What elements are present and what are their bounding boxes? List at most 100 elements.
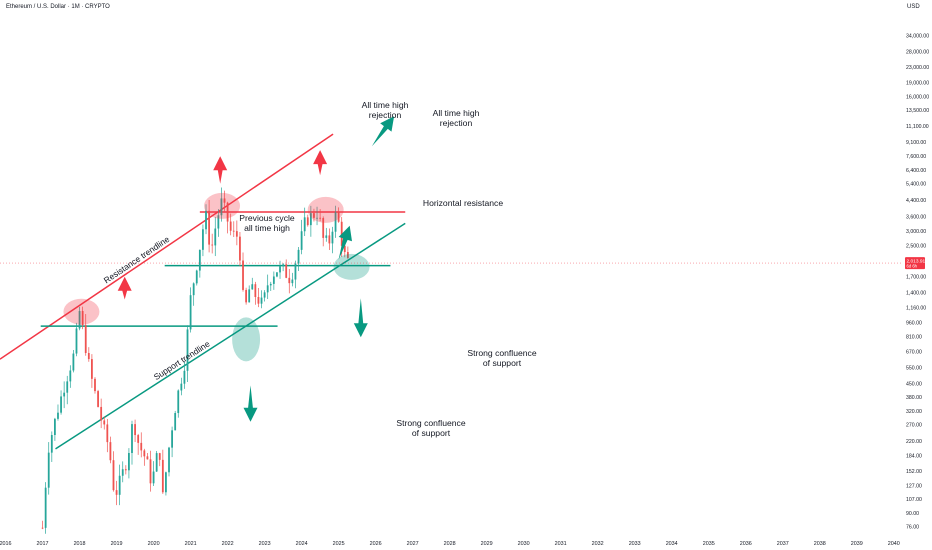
candle-body [115, 490, 118, 495]
chart-title: Ethereum / U.S. Dollar · 1M · CRYPTO [6, 4, 110, 10]
candle-body [131, 424, 133, 454]
candle-body [251, 284, 254, 290]
candle-body [161, 459, 164, 493]
year-tick-label: 2022 [222, 541, 234, 547]
candle-body [337, 212, 340, 222]
candle-body [313, 213, 315, 218]
price-axis[interactable]: 34,000.00 28,000.00 23,000.00 19,000.00 16,0… [906, 34, 929, 531]
candle-body [235, 231, 238, 237]
candle-body [242, 260, 244, 290]
candle-body [97, 391, 99, 407]
currency-label[interactable]: USD [907, 4, 920, 10]
resistance-trendline [0, 133, 334, 360]
price-tick-label: 7,600.00 [906, 154, 926, 160]
candle-body [149, 459, 152, 484]
candle-body [81, 311, 84, 326]
candle-body [229, 221, 232, 231]
candle-body [112, 460, 115, 491]
candle-body [100, 406, 103, 421]
candle-body [41, 527, 44, 529]
candle-body [266, 285, 269, 293]
year-tick-label: 2026 [370, 541, 382, 547]
candle-body [192, 283, 195, 296]
candle-body [328, 235, 331, 244]
price-tick-label: 9,100.00 [906, 140, 926, 146]
year-tick-label: 2040 [888, 541, 900, 547]
candle-body [211, 244, 214, 246]
candle-body [44, 487, 47, 528]
candle-body [143, 450, 146, 457]
price-tick-label: 4,400.00 [906, 198, 926, 204]
annotation-text: Previous cycle all time high [239, 213, 295, 233]
candle-body [248, 289, 251, 303]
candle-body [94, 378, 96, 392]
green-arrow [371, 116, 395, 147]
candle-body [282, 264, 285, 267]
year-tick-label: 2027 [407, 541, 419, 547]
annotation-text: All time high rejection [362, 100, 409, 120]
candle-body [189, 295, 192, 330]
price-tick-label: 1,160.00 [906, 305, 926, 311]
candle-body [69, 370, 72, 382]
year-tick-label: 2016 [0, 541, 12, 547]
price-tag-countdown: 6d 6h [907, 264, 918, 269]
price-tick-label: 550.00 [906, 365, 922, 371]
price-tick-label: 152.00 [906, 469, 922, 475]
annotations-layer: Resistance trendline Support trendline All… [102, 100, 537, 438]
price-tick-label: 270.00 [906, 423, 922, 429]
arrows-layer [117, 116, 395, 422]
annotation-text: Strong confluence of support [396, 418, 465, 438]
candle-body [272, 276, 275, 284]
candle-body [84, 325, 87, 354]
candle-body [223, 198, 226, 203]
year-tick-label: 2037 [777, 541, 789, 547]
candle-body [300, 231, 303, 250]
year-tick-label: 2032 [592, 541, 604, 547]
candle-body [118, 475, 121, 495]
candle-body [316, 217, 318, 219]
candle-body [171, 430, 173, 448]
green-arrow [243, 385, 258, 422]
candle-body [319, 217, 322, 219]
candle-body [279, 266, 281, 273]
candle-body [66, 381, 69, 393]
candle-body [260, 297, 263, 304]
price-tick-label: 1,700.00 [906, 275, 926, 281]
annotation-text: Strong confluence of support [467, 348, 536, 368]
highlight-layer [63, 192, 370, 362]
candle-body [208, 210, 210, 245]
candle-body [294, 263, 297, 280]
price-tick-label: 6,400.00 [906, 168, 926, 174]
candle-body [306, 217, 309, 226]
candle-body [263, 292, 266, 298]
price-tick-label: 127.00 [906, 483, 922, 489]
year-tick-label: 2025 [333, 541, 345, 547]
candle-body [57, 412, 59, 419]
candle-body [322, 218, 325, 238]
candle-body [146, 456, 149, 460]
red-arrow [213, 156, 228, 184]
candle-body [103, 420, 106, 425]
year-tick-label: 2039 [851, 541, 863, 547]
candle-body [72, 353, 75, 371]
candle-body [269, 283, 272, 286]
candle-body [177, 390, 180, 414]
candle-body [288, 277, 291, 284]
price-tick-label: 90.00 [906, 511, 919, 517]
candle-body [285, 264, 288, 278]
candle-body [121, 469, 124, 476]
time-axis[interactable]: 2016 2017 2018 2019 2020 2021 2022 2023 2024 2025… [0, 541, 900, 547]
price-tick-label: 3,000.00 [906, 229, 926, 235]
year-tick-label: 2023 [259, 541, 271, 547]
annotation-text: Horizontal resistance [423, 198, 503, 208]
candle-body [325, 235, 328, 238]
candle-body [134, 424, 136, 436]
price-tick-label: 380.00 [906, 395, 922, 401]
price-tick-label: 1,400.00 [906, 290, 926, 296]
candle-body [140, 442, 143, 451]
candle-body [232, 230, 235, 232]
candle-body [217, 215, 220, 229]
price-tick-label: 11,100.00 [906, 124, 929, 130]
resistance-highlight [204, 192, 241, 219]
